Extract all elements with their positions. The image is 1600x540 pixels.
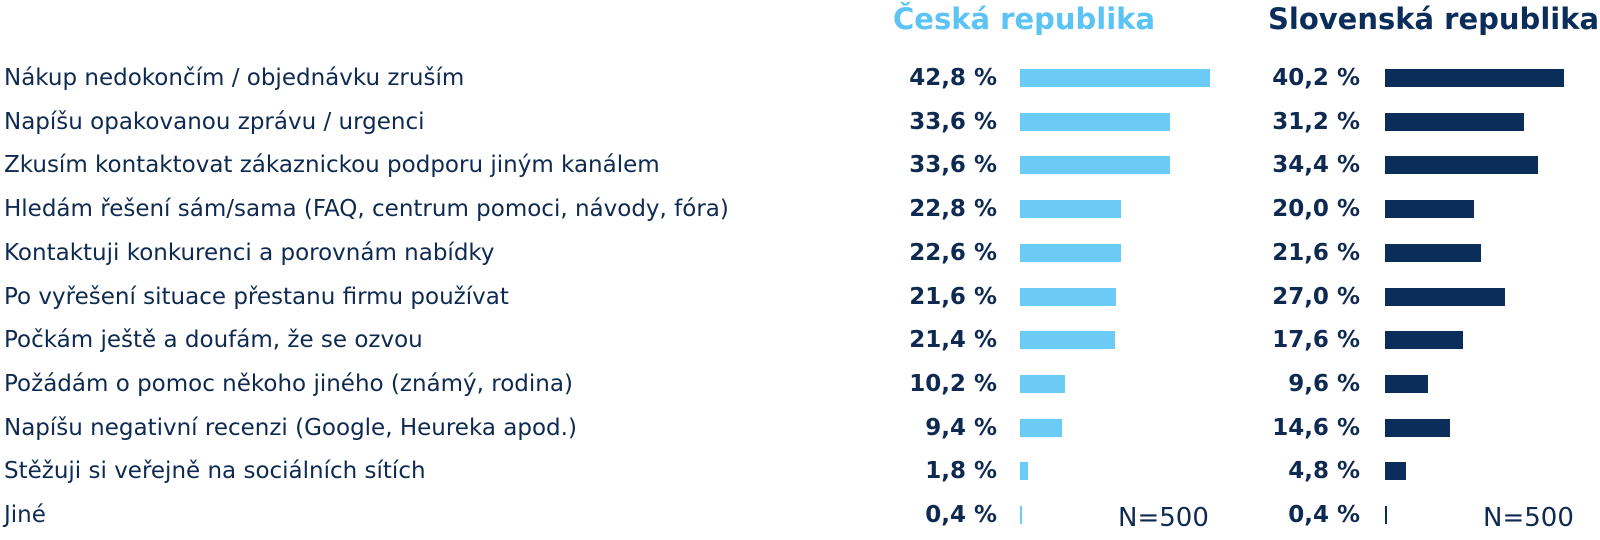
slovak-bar bbox=[1385, 69, 1564, 87]
czech-value-label: 21,4 % bbox=[909, 327, 997, 354]
czech-bar bbox=[1020, 374, 1066, 393]
czech-bar bbox=[1020, 418, 1062, 437]
czech-value-label: 22,6 % bbox=[909, 239, 997, 266]
category-label: Kontaktuji konkurenci a porovnám nabídky bbox=[4, 239, 495, 266]
czech-bar bbox=[1020, 243, 1121, 262]
sample-size-slovak: N=500 bbox=[1483, 503, 1574, 533]
series-title-czech: Česká republika bbox=[893, 2, 1156, 36]
slovak-bar bbox=[1385, 200, 1474, 219]
chart-row: Kontaktuji konkurenci a porovnám nabídky… bbox=[0, 231, 1600, 275]
slovak-bar bbox=[1385, 331, 1464, 350]
slovak-value-label: 31,2 % bbox=[1272, 108, 1360, 135]
czech-value-label: 33,6 % bbox=[909, 152, 997, 179]
slovak-bar bbox=[1385, 374, 1428, 393]
category-label: Nákup nedokončím / objednávku zruším bbox=[4, 65, 465, 91]
czech-value-label: 9,4 % bbox=[925, 414, 997, 441]
category-label: Napíšu negativní recenzi (Google, Heurek… bbox=[4, 414, 577, 441]
slovak-value-label: 40,2 % bbox=[1272, 65, 1360, 91]
category-label: Napíšu opakovanou zprávu / urgenci bbox=[4, 108, 425, 135]
czech-value-label: 33,6 % bbox=[909, 108, 997, 135]
chart-row: Stěžuji si veřejně na sociálních sítích 1… bbox=[0, 449, 1600, 493]
czech-bar bbox=[1020, 506, 1022, 524]
category-label: Stěžuji si veřejně na sociálních sítích bbox=[4, 458, 426, 485]
sample-size-czech: N=500 bbox=[1118, 503, 1209, 533]
slovak-bar bbox=[1385, 287, 1506, 306]
czech-value-label: 21,6 % bbox=[909, 283, 997, 310]
slovak-bar bbox=[1385, 418, 1450, 437]
slovak-value-label: 20,0 % bbox=[1272, 196, 1360, 223]
czech-bar bbox=[1020, 112, 1170, 131]
category-label: Zkusím kontaktovat zákaznickou podporu j… bbox=[4, 152, 660, 179]
slovak-value-label: 14,6 % bbox=[1272, 414, 1360, 441]
slovak-value-label: 17,6 % bbox=[1272, 327, 1360, 354]
slovak-bar bbox=[1385, 156, 1539, 175]
chart-row: Počkám ještě a doufám, že se ozvou 21,4 %… bbox=[0, 318, 1600, 362]
slovak-bar bbox=[1385, 112, 1524, 131]
slovak-value-label: 4,8 % bbox=[1288, 458, 1360, 485]
slovak-value-label: 34,4 % bbox=[1272, 152, 1360, 179]
czech-bar bbox=[1020, 200, 1122, 219]
czech-bar bbox=[1020, 331, 1116, 350]
chart-row: Jiné 0,4 % 0,4 % bbox=[0, 493, 1600, 537]
chart-row: Napíšu opakovanou zprávu / urgenci 33,6 %… bbox=[0, 100, 1600, 144]
chart-row: Napíšu negativní recenzi (Google, Heurek… bbox=[0, 406, 1600, 450]
category-label: Po vyřešení situace přestanu firmu použí… bbox=[4, 283, 509, 310]
slovak-value-label: 21,6 % bbox=[1272, 239, 1360, 266]
slovak-bar bbox=[1385, 506, 1387, 524]
chart-row: Nákup nedokončím / objednávku zruším 42,8… bbox=[0, 56, 1600, 100]
category-label: Počkám ještě a doufám, že se ozvou bbox=[4, 327, 423, 354]
slovak-value-label: 27,0 % bbox=[1272, 283, 1360, 310]
chart-row: Hledám řešení sám/sama (FAQ, centrum pom… bbox=[0, 187, 1600, 231]
czech-bar bbox=[1020, 462, 1028, 481]
czech-value-label: 1,8 % bbox=[925, 458, 997, 485]
category-label: Hledám řešení sám/sama (FAQ, centrum pom… bbox=[4, 196, 729, 223]
chart-row: Zkusím kontaktovat zákaznickou podporu j… bbox=[0, 143, 1600, 187]
chart-row: Po vyřešení situace přestanu firmu použí… bbox=[0, 275, 1600, 319]
slovak-bar bbox=[1385, 243, 1482, 262]
category-label: Požádám o pomoc někoho jiného (známý, ro… bbox=[4, 370, 573, 397]
czech-bar bbox=[1020, 287, 1117, 306]
chart-row: Požádám o pomoc někoho jiného (známý, ro… bbox=[0, 362, 1600, 406]
czech-value-label: 22,8 % bbox=[909, 196, 997, 223]
czech-value-label: 10,2 % bbox=[909, 370, 997, 397]
czech-value-label: 42,8 % bbox=[909, 65, 997, 91]
slovak-value-label: 9,6 % bbox=[1288, 370, 1360, 397]
czech-bar bbox=[1020, 69, 1211, 87]
category-label: Jiné bbox=[4, 502, 46, 528]
series-title-slovak: Slovenská republika bbox=[1268, 2, 1600, 36]
slovak-value-label: 0,4 % bbox=[1288, 502, 1360, 528]
czech-value-label: 0,4 % bbox=[925, 502, 997, 528]
czech-bar bbox=[1020, 156, 1170, 175]
slovak-bar bbox=[1385, 462, 1407, 481]
